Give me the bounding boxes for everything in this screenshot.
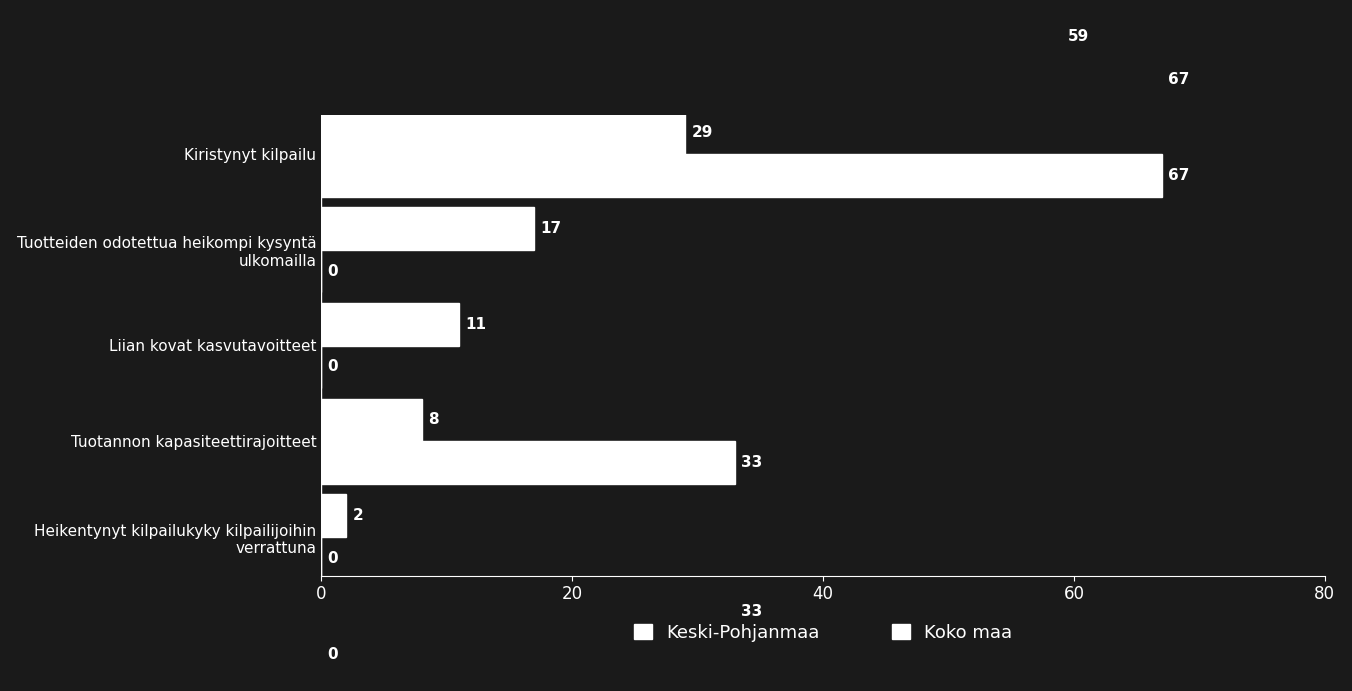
Text: 0: 0	[327, 647, 338, 662]
Bar	[322, 207, 534, 249]
Bar	[322, 494, 346, 537]
Text: 33: 33	[741, 455, 763, 471]
Bar	[322, 590, 735, 633]
Bar	[322, 442, 735, 484]
Text: 0: 0	[327, 551, 338, 566]
Text: 0: 0	[327, 263, 338, 278]
Bar	[322, 154, 1161, 197]
Text: 0: 0	[327, 359, 338, 375]
Text: 8: 8	[427, 413, 438, 428]
Text: 11: 11	[465, 316, 487, 332]
Text: 29: 29	[691, 125, 713, 140]
Text: 33: 33	[741, 604, 763, 619]
Bar	[322, 399, 422, 442]
Text: 67: 67	[1168, 72, 1190, 87]
Text: 59: 59	[1068, 29, 1088, 44]
Bar	[322, 58, 1161, 101]
Text: 2: 2	[353, 509, 364, 523]
Text: 17: 17	[541, 220, 562, 236]
Bar	[322, 111, 685, 154]
Legend: Keski-Pohjanmaa, Koko maa: Keski-Pohjanmaa, Koko maa	[626, 617, 1019, 650]
Bar	[322, 15, 1061, 58]
Bar	[322, 303, 460, 346]
Text: 67: 67	[1168, 168, 1190, 182]
